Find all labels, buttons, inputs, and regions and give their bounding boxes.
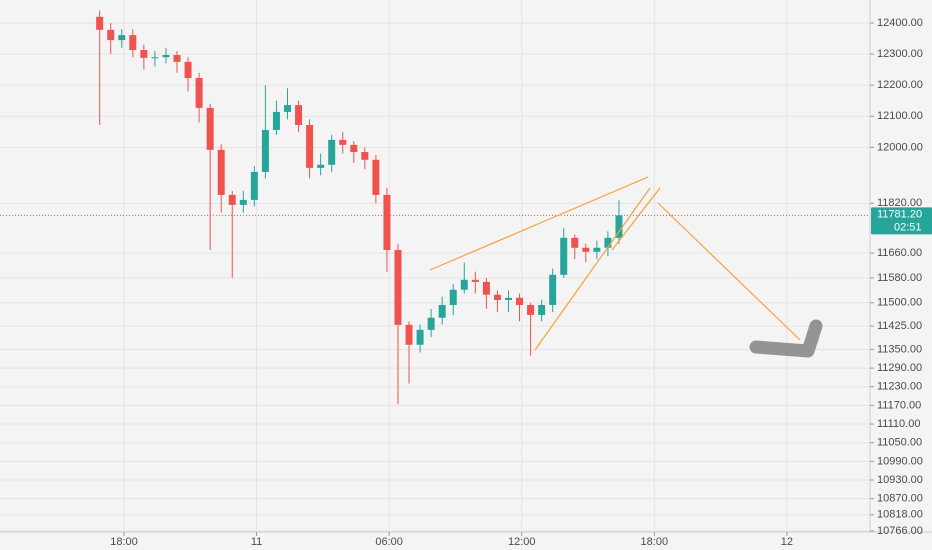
x-tick-label: 18:00 — [641, 536, 669, 548]
candle-body — [339, 139, 347, 145]
candle-body — [107, 29, 115, 41]
candle-body — [460, 279, 468, 290]
candle-body — [416, 329, 424, 345]
y-tick-label: 10930.00 — [877, 474, 923, 486]
y-tick-label: 11425.00 — [877, 320, 922, 332]
candle-body — [604, 237, 612, 248]
last-price-label: 11781.20 — [877, 208, 922, 220]
candle-body — [162, 55, 170, 58]
candle-body — [228, 194, 236, 205]
candle-body — [504, 297, 512, 300]
y-tick-label: 11170.00 — [877, 399, 921, 411]
candle-body — [482, 281, 490, 295]
y-tick-label: 11350.00 — [877, 343, 922, 355]
y-tick-label: 12300.00 — [877, 48, 923, 60]
y-tick-label: 12200.00 — [877, 79, 923, 91]
candle-body — [195, 78, 203, 108]
candle-body — [283, 105, 291, 112]
candle-body — [471, 279, 479, 282]
candle-body — [206, 107, 214, 150]
x-tick-label: 11 — [251, 536, 262, 548]
candle-body — [560, 237, 568, 275]
candle-body — [538, 304, 546, 315]
y-tick-label: 10766.00 — [877, 525, 923, 537]
countdown-label: 02:51 — [894, 221, 922, 233]
y-tick-label: 11820.00 — [877, 197, 922, 209]
candle-body — [272, 111, 280, 130]
candle-body — [493, 294, 501, 300]
x-tick-label: 18:00 — [110, 536, 138, 548]
candle-body — [582, 247, 590, 252]
candle-body — [571, 237, 579, 248]
candle-body — [516, 297, 524, 305]
y-tick-label: 11110.00 — [877, 418, 920, 430]
candle-body — [96, 16, 104, 30]
candle-body — [129, 35, 137, 51]
y-tick-label: 12000.00 — [877, 141, 923, 153]
candle-body — [239, 199, 247, 205]
candle-body — [250, 171, 258, 200]
candle-body — [372, 159, 380, 195]
y-tick-label: 11660.00 — [877, 247, 922, 259]
candle-body — [217, 149, 225, 195]
candle-body — [383, 194, 391, 250]
y-tick-label: 11230.00 — [877, 381, 922, 393]
candle-body — [361, 152, 369, 160]
candle-body — [173, 55, 181, 62]
trend-line — [534, 187, 651, 351]
candle-body — [615, 215, 623, 238]
candle-body — [427, 317, 435, 330]
trend-line — [429, 176, 649, 271]
candle-body — [549, 274, 557, 305]
candle-body — [438, 304, 446, 318]
x-tick-label: 06:00 — [375, 536, 403, 548]
trend-line — [611, 187, 661, 251]
candle-body — [593, 247, 601, 252]
candle-body — [261, 129, 269, 172]
axes: 12400.00 12300.00 12200.00 12100.00 12000.00… — [110, 17, 932, 548]
candle-body — [394, 249, 402, 325]
candle-body — [151, 57, 159, 59]
drawings — [429, 176, 823, 358]
candle-body — [328, 139, 336, 165]
candles — [0, 10, 870, 405]
candle-body — [118, 35, 126, 41]
projection-line — [657, 202, 801, 341]
candle-body — [184, 61, 192, 79]
x-tick-label: 12:00 — [508, 536, 536, 548]
y-tick-label: 12400.00 — [877, 17, 923, 29]
y-tick-label: 10870.00 — [877, 493, 923, 505]
y-tick-label: 10818.00 — [877, 509, 923, 521]
candle-body — [350, 144, 358, 153]
candle-body — [527, 304, 535, 315]
grid — [0, 0, 870, 532]
y-tick-label: 10990.00 — [877, 455, 923, 467]
candle-body — [405, 324, 413, 345]
arrow-sketch — [749, 319, 823, 358]
y-tick-label: 11290.00 — [877, 362, 922, 374]
x-tick-label: 12 — [781, 536, 793, 548]
candle-body — [306, 124, 314, 168]
candle-body — [449, 289, 457, 305]
y-tick-label: 11500.00 — [877, 297, 922, 309]
last-price-box — [871, 207, 932, 235]
y-tick-label: 11050.00 — [877, 437, 922, 449]
candle-body — [317, 164, 325, 168]
y-tick-label: 12100.00 — [877, 110, 923, 122]
candle-body — [295, 105, 303, 125]
candle-body — [140, 50, 148, 58]
y-tick-label: 11580.00 — [877, 272, 922, 284]
